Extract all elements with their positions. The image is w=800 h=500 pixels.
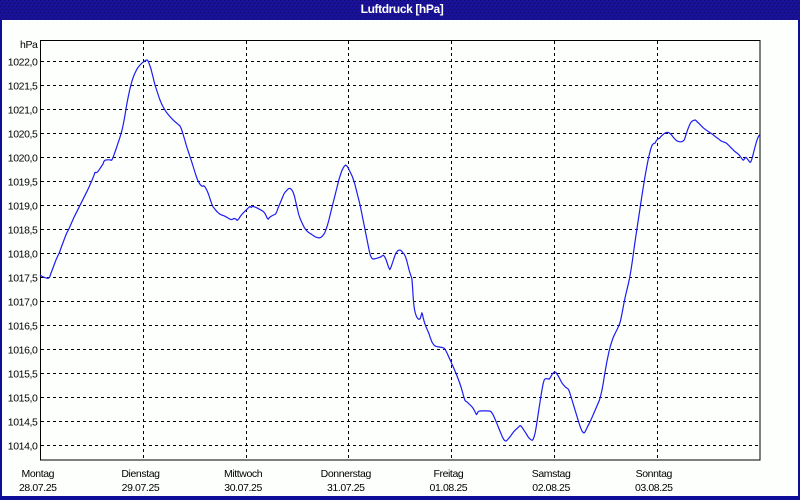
svg-text:1017,0: 1017,0: [8, 296, 38, 308]
svg-text:1014,0: 1014,0: [8, 440, 38, 452]
svg-text:1018,0: 1018,0: [8, 248, 38, 260]
svg-text:1021,0: 1021,0: [8, 104, 38, 116]
svg-text:28.07.25: 28.07.25: [19, 482, 57, 494]
svg-text:Luftdruck [hPa]: Luftdruck [hPa]: [361, 2, 444, 16]
svg-text:30.07.25: 30.07.25: [224, 482, 262, 494]
svg-text:1015,5: 1015,5: [8, 368, 38, 380]
svg-text:Dienstag: Dienstag: [121, 468, 160, 480]
svg-text:1022,0: 1022,0: [8, 56, 38, 68]
svg-text:1021,5: 1021,5: [8, 80, 38, 92]
svg-text:Mittwoch: Mittwoch: [224, 468, 263, 480]
svg-text:31.07.25: 31.07.25: [327, 482, 365, 494]
svg-text:1019,0: 1019,0: [8, 200, 38, 212]
svg-text:03.08.25: 03.08.25: [635, 482, 673, 494]
svg-text:1017,5: 1017,5: [8, 272, 38, 284]
svg-text:1015,0: 1015,0: [8, 392, 38, 404]
svg-text:Donnerstag: Donnerstag: [321, 468, 372, 480]
svg-text:Sonntag: Sonntag: [636, 468, 673, 480]
svg-text:1020,0: 1020,0: [8, 152, 38, 164]
svg-text:Freitag: Freitag: [433, 468, 463, 480]
svg-text:1020,5: 1020,5: [8, 128, 38, 140]
svg-text:1016,5: 1016,5: [8, 320, 38, 332]
svg-text:Samstag: Samstag: [532, 468, 571, 480]
svg-text:1018,5: 1018,5: [8, 224, 38, 236]
svg-text:1019,5: 1019,5: [8, 176, 38, 188]
svg-text:hPa: hPa: [20, 39, 38, 51]
svg-text:01.08.25: 01.08.25: [430, 482, 468, 494]
svg-text:Montag: Montag: [21, 468, 54, 480]
svg-text:02.08.25: 02.08.25: [532, 482, 570, 494]
svg-text:1016,0: 1016,0: [8, 344, 38, 356]
svg-text:1014,5: 1014,5: [8, 416, 38, 428]
svg-text:29.07.25: 29.07.25: [122, 482, 160, 494]
